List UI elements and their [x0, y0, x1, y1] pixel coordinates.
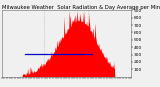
Text: Milwaukee Weather  Solar Radiation & Day Average per Minute W/m2 (Today): Milwaukee Weather Solar Radiation & Day … — [2, 5, 160, 10]
